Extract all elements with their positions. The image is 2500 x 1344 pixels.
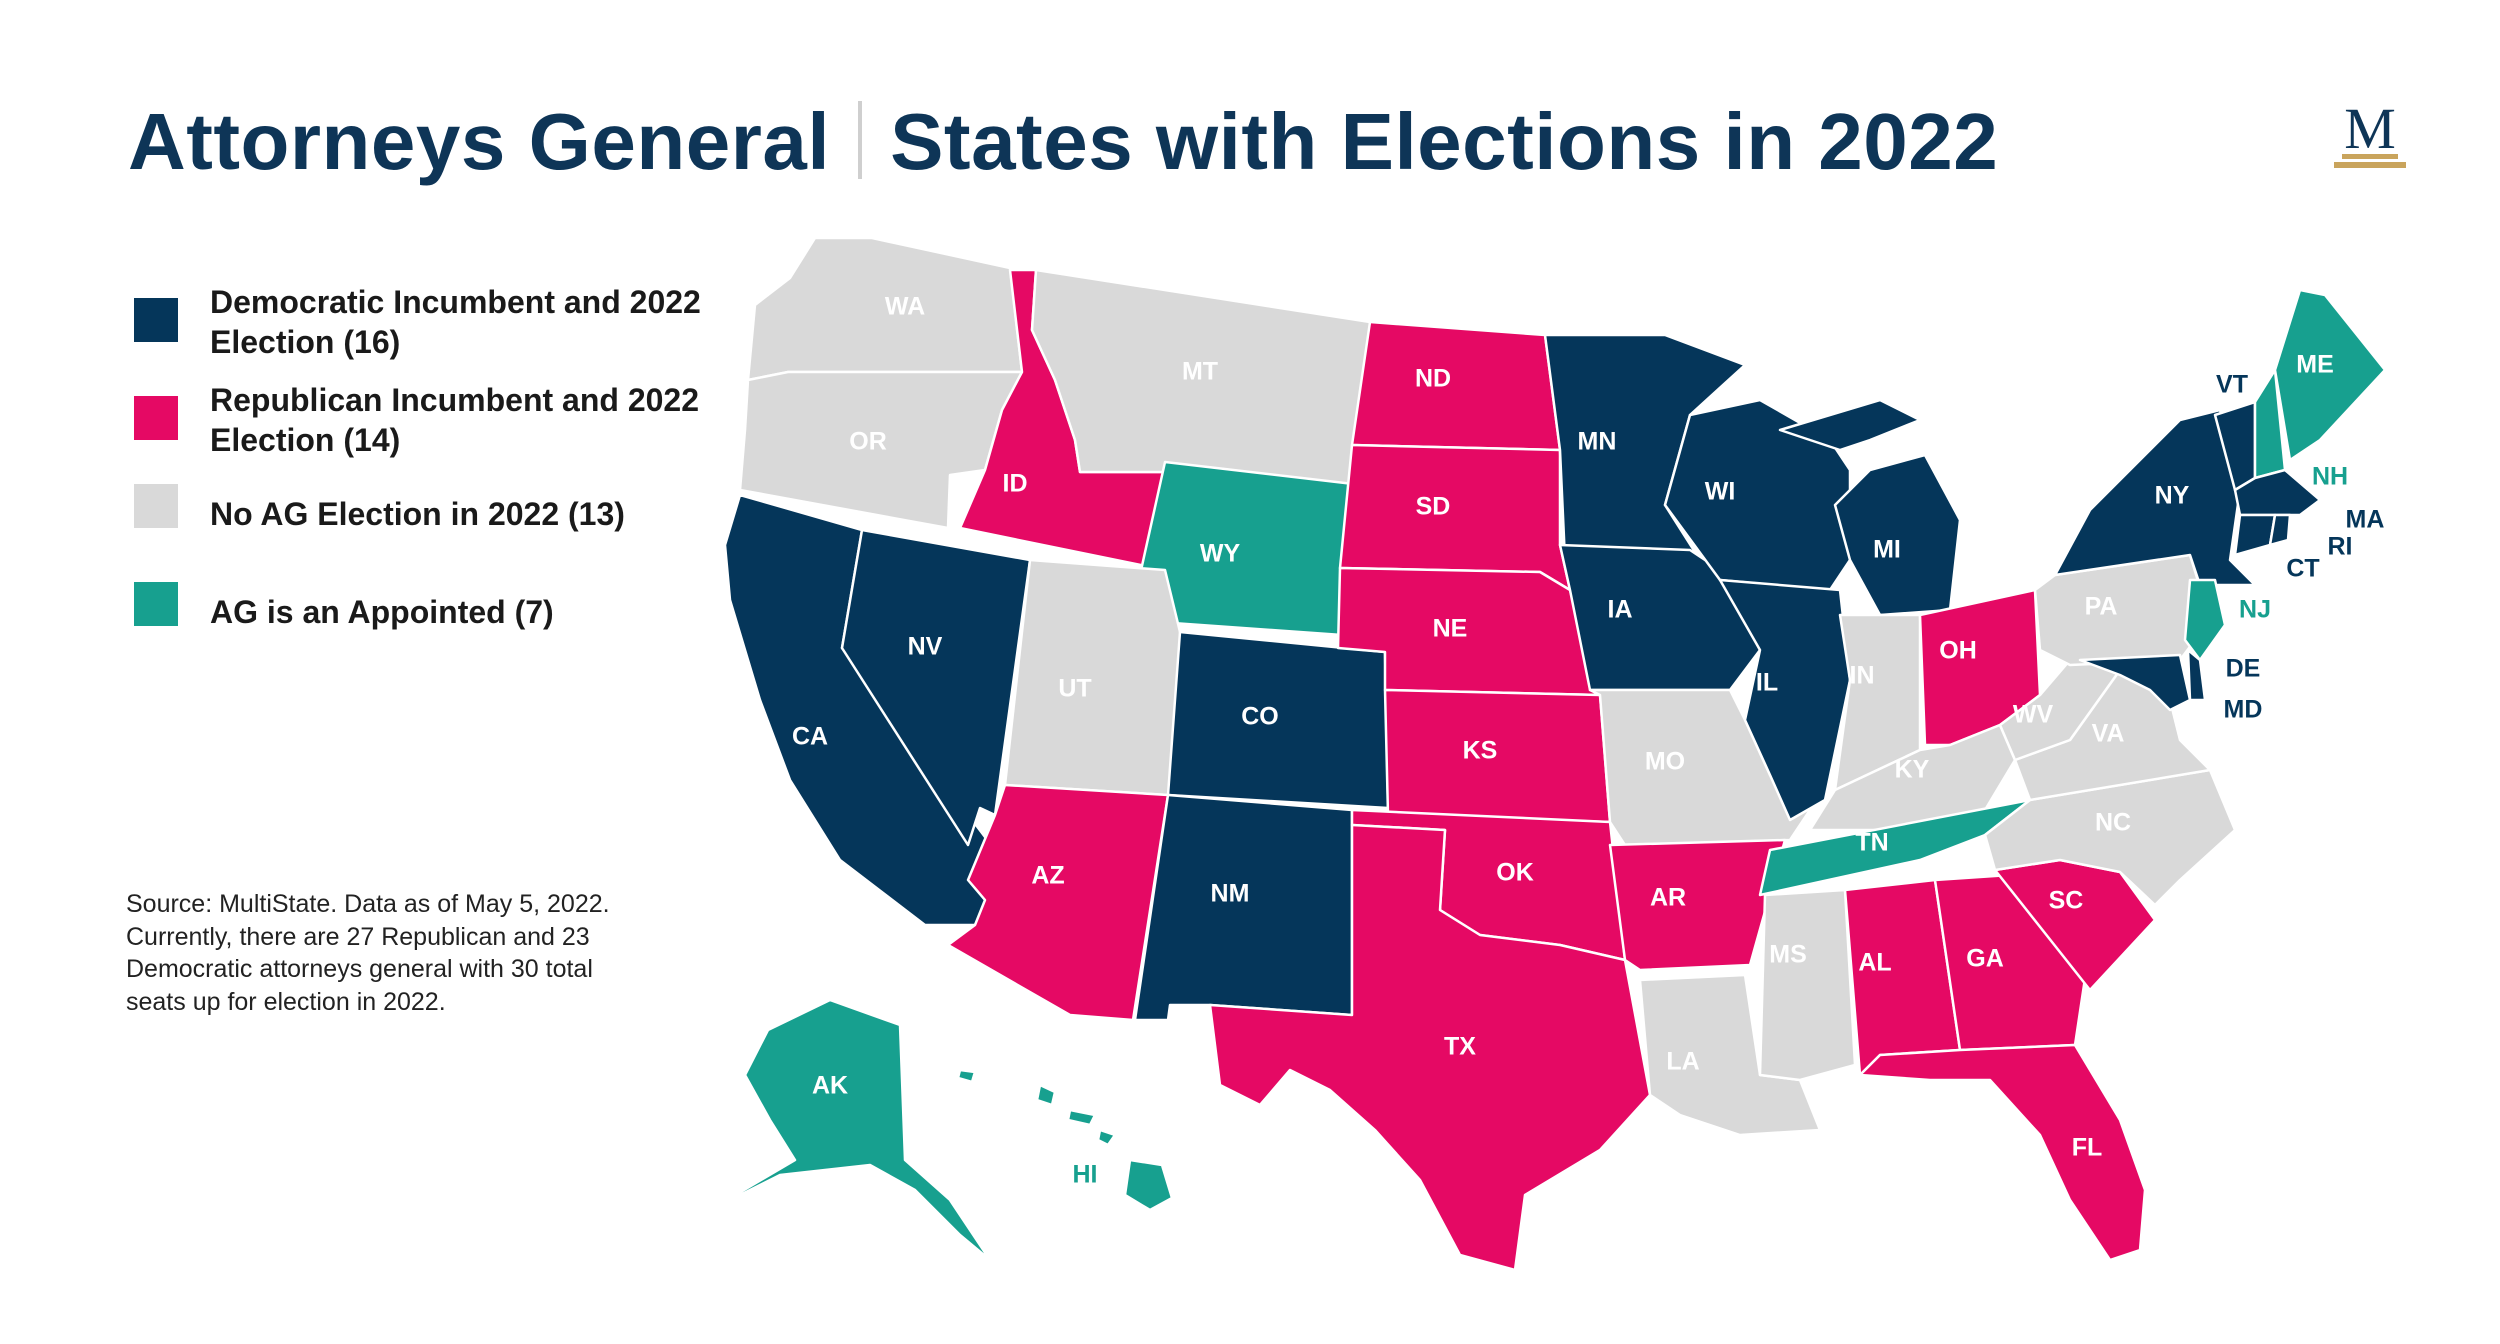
legend-swatch-appointed (134, 582, 178, 626)
state-label-mo: MO (1645, 748, 1685, 776)
state-ak (708, 998, 992, 1262)
state-label-de: DE (2226, 655, 2261, 683)
state-label-ak: AK (812, 1072, 848, 1100)
state-label-ia: IA (1608, 596, 1633, 624)
state-label-ct: CT (2286, 555, 2319, 583)
state-label-hi: HI (1073, 1161, 1098, 1189)
logo-letter: M (2344, 100, 2396, 161)
legend-label-appointed: AG is an Appointed (7) (210, 594, 554, 630)
state-ny (2053, 408, 2257, 587)
state-la (1638, 973, 1822, 1137)
state-label-wa: WA (885, 293, 925, 321)
state-label-ar: AR (1650, 884, 1686, 912)
state-label-ut: UT (1058, 675, 1091, 703)
state-ar (1608, 838, 1787, 972)
state-label-fl: FL (2072, 1134, 2103, 1162)
title-right: States with Elections in 2022 (890, 97, 1999, 186)
legend-swatch-dem (134, 298, 178, 342)
state-ms (1758, 888, 1857, 1082)
state-label-nc: NC (2095, 809, 2131, 837)
title-divider (858, 101, 863, 179)
state-label-pa: PA (2085, 593, 2118, 621)
state-label-vt: VT (2216, 371, 2248, 399)
title-left: Attorneys General (128, 97, 831, 186)
legend-label-rep: Republican Incumbent and 2022 Election (… (210, 382, 699, 458)
state-label-ms: MS (1769, 941, 1807, 969)
legend-swatch-rep (134, 396, 178, 440)
state-label-ks: KS (1463, 737, 1498, 765)
state-or (738, 370, 1024, 530)
state-label-in: IN (1850, 662, 1875, 690)
state-nc (1983, 768, 2237, 907)
state-label-nj: NJ (2239, 596, 2271, 624)
state-label-ok: OK (1496, 859, 1534, 887)
state-label-id: ID (1003, 470, 1028, 498)
state-label-ne: NE (1433, 615, 1468, 643)
state-label-ca: CA (792, 723, 828, 751)
state-label-la: LA (1666, 1048, 1699, 1076)
state-label-oh: OH (1939, 637, 1977, 665)
state-hi (956, 1068, 1174, 1212)
state-label-sd: SD (1416, 493, 1451, 521)
state-de (2186, 648, 2207, 702)
state-label-ky: KY (1895, 756, 1930, 784)
state-md (2078, 653, 2192, 712)
state-label-mi: MI (1873, 536, 1901, 564)
state-label-nh: NH (2312, 463, 2348, 491)
state-label-co: CO (1241, 703, 1279, 731)
state-label-wi: WI (1705, 478, 1736, 506)
legend-label-dem: Democratic Incumbent and 2022 Election (… (210, 284, 701, 360)
state-nj (2183, 578, 2227, 662)
state-label-me: ME (2296, 351, 2334, 379)
state-label-wy: WY (1200, 540, 1241, 568)
state-nd (1350, 320, 1562, 452)
state-ia (1558, 543, 1762, 692)
state-label-il: IL (1756, 669, 1778, 697)
source-note: Source: MultiState. Data as of May 5, 20… (126, 890, 610, 1016)
state-label-nm: NM (1211, 880, 1250, 908)
state-label-sc: SC (2049, 887, 2084, 915)
state-fl (1858, 1043, 2147, 1262)
state-label-tn: TN (1855, 829, 1888, 857)
state-label-ri: RI (2328, 533, 2353, 561)
legend-label-none: No AG Election in 2022 (13) (210, 496, 625, 532)
state-label-nv: NV (908, 633, 943, 661)
state-label-or: OR (849, 428, 887, 456)
state-label-az: AZ (1031, 862, 1064, 890)
state-tx (1208, 823, 1652, 1272)
state-ks (1383, 688, 1612, 824)
state-label-al: AL (1858, 949, 1891, 977)
state-label-md: MD (2224, 696, 2263, 724)
state-label-ma: MA (2346, 506, 2385, 534)
legend-swatch-none (134, 484, 178, 528)
state-label-ny: NY (2155, 482, 2190, 510)
state-label-tx: TX (1444, 1033, 1476, 1061)
state-label-mt: MT (1182, 358, 1218, 386)
state-mo (1588, 688, 1812, 847)
state-label-nd: ND (1415, 365, 1451, 393)
state-ct (2233, 513, 2277, 557)
state-tn (1758, 798, 2032, 897)
page-title: Attorneys General States with Elections i… (128, 96, 1998, 188)
state-label-mn: MN (1578, 428, 1617, 456)
state-label-wv: WV (2013, 701, 2054, 729)
state-label-va: VA (2092, 720, 2125, 748)
state-ri (2268, 513, 2292, 547)
multistate-logo-icon: M (2334, 100, 2406, 168)
state-me (2273, 288, 2387, 462)
state-label-ga: GA (1966, 945, 2004, 973)
